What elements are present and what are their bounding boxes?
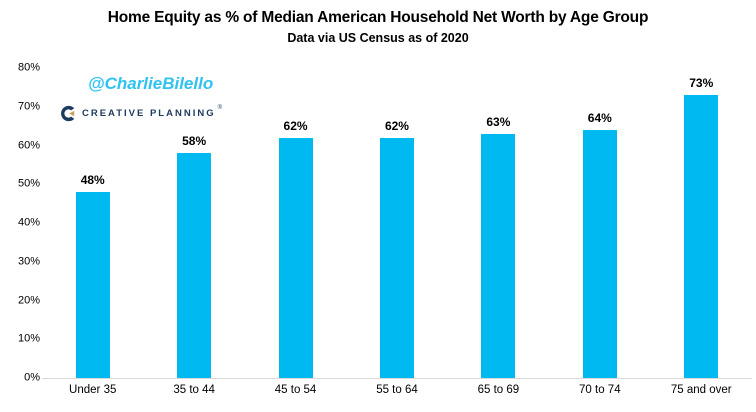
bar-column: 63%: [448, 68, 549, 378]
bar: [177, 153, 212, 378]
y-axis-tick-label: 40%: [17, 216, 40, 229]
x-axis-category-label: 45 to 54: [274, 384, 317, 396]
y-axis-tick-label: 80%: [17, 61, 40, 74]
bar-value-label: 64%: [587, 111, 612, 125]
bar: [75, 192, 110, 378]
watermark-handle: @CharlieBilello: [88, 74, 214, 93]
y-axis-tick-label: 20%: [17, 294, 40, 306]
x-axis-category-label: 65 to 69: [477, 384, 520, 396]
bar-value-label: 62%: [283, 118, 308, 133]
bar-column: 58%: [143, 68, 244, 378]
bar: [481, 133, 516, 378]
bar-column: 62%: [346, 68, 447, 378]
creative-planning-logo-text: CREATIVE PLANNING: [82, 108, 216, 119]
bar: [582, 130, 617, 378]
plot-area: 48% 58% 62% 62% 63% 64% 73%: [42, 68, 752, 379]
bar-value-label: 63%: [486, 114, 511, 129]
x-axis-category-label: Under 35: [69, 384, 117, 396]
y-axis-tick-label: 10%: [17, 332, 40, 345]
trademark-symbol: ®: [217, 105, 223, 111]
x-axis: Under 35 35 to 44 45 to 54 55 to 64 65 to 69…: [42, 384, 752, 396]
bar-value-label: 48%: [80, 173, 105, 187]
bar: [379, 137, 414, 378]
creative-planning-icon: [61, 105, 75, 122]
bar-value-label: 58%: [182, 134, 207, 149]
bar-column: 62%: [245, 68, 346, 378]
bar-column: 64%: [549, 68, 650, 378]
x-axis-category-label: 70 to 74: [579, 384, 621, 396]
y-axis-tick-label: 30%: [17, 255, 40, 268]
bar-value-label: 73%: [689, 76, 714, 91]
bar-column: 73%: [651, 68, 752, 378]
chart-title: Home Equity as % of Median American Hous…: [107, 9, 649, 26]
y-axis-tick-label: 60%: [17, 139, 40, 151]
chart-subtitle: Data via US Census as of 2020: [287, 31, 469, 45]
bar-value-label: 62%: [384, 118, 409, 133]
y-axis-tick-label: 0%: [24, 371, 40, 384]
y-axis-tick-label: 70%: [17, 100, 40, 113]
bar: [278, 137, 313, 378]
creative-planning-logo: CREATIVE PLANNING ®: [55, 103, 227, 124]
bar-column: 48%: [42, 68, 143, 378]
y-axis-tick-label: 50%: [17, 177, 40, 190]
x-axis-category-label: 35 to 44: [173, 384, 215, 396]
bar: [684, 95, 719, 378]
x-axis-category-label: 55 to 64: [376, 384, 418, 396]
y-axis: 0% 10% 20% 30% 40% 50% 60% 70% 80%: [0, 62, 40, 383]
x-axis-category-label: 75 and over: [670, 384, 732, 396]
